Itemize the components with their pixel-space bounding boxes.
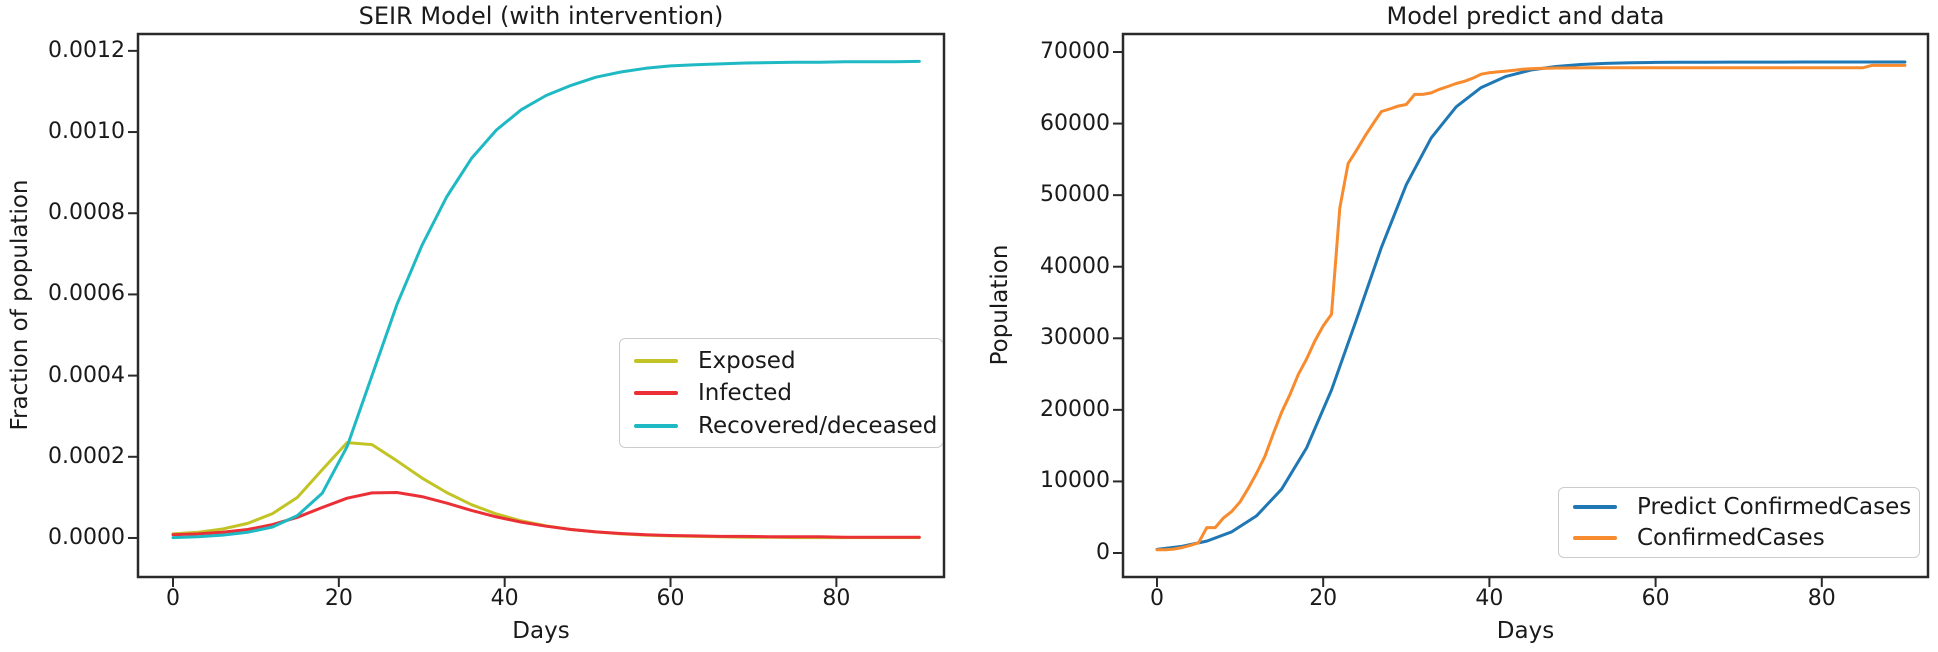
legend-item: Exposed: [620, 346, 942, 376]
y-tick-label: 0.0000: [48, 524, 125, 550]
series-line-confirmedcases: [1155, 63, 1907, 552]
legend-item: ConfirmedCases: [1559, 523, 1919, 553]
legend-label: Exposed: [698, 347, 796, 374]
x-tick-label: 60: [656, 586, 685, 611]
x-tick-label: 20: [1309, 586, 1338, 611]
plot-spines: [1121, 32, 1930, 579]
y-tick-label: 40000: [1040, 253, 1110, 279]
legend-label: Predict ConfirmedCases: [1637, 494, 1912, 521]
y-tick-label: 0: [1096, 540, 1110, 565]
confirmed-line-swatch-icon: [1573, 535, 1617, 540]
y-tick-label: 20000: [1040, 396, 1110, 422]
y-tick-label: 0.0008: [48, 200, 125, 226]
y-tick-label: 50000: [1040, 182, 1110, 208]
y-tick-label: 0.0012: [48, 37, 125, 63]
predict-line-swatch-icon: [1573, 505, 1617, 510]
x-tick-label: 40: [1475, 586, 1504, 611]
y-tick-label: 0.0002: [48, 443, 125, 469]
legend-item: Recovered/deceased: [620, 411, 942, 441]
y-tick-label: 0.0006: [48, 281, 125, 307]
infected-line-swatch-icon: [634, 391, 678, 395]
exposed-line-swatch-icon: [634, 358, 678, 363]
x-tick-label: 20: [324, 586, 353, 611]
series-line-predict-confirmedcases: [1155, 60, 1907, 551]
recovered-line-swatch-icon: [634, 423, 678, 428]
y-tick-label: 30000: [1040, 325, 1110, 351]
plot-area: [128, 32, 946, 587]
legend-item: Predict ConfirmedCases: [1559, 492, 1919, 522]
x-axis-label: Days: [1496, 618, 1555, 644]
plot-svg: [128, 32, 946, 587]
series-line-exposed: [171, 441, 921, 540]
series-line-infected: [171, 491, 921, 539]
plot-spines: [136, 32, 946, 579]
x-tick-label: 80: [1807, 586, 1836, 611]
legend-item: Infected: [620, 378, 942, 408]
x-tick-label: 60: [1641, 586, 1670, 611]
y-tick-label: 0.0010: [48, 119, 125, 145]
legend-label: Recovered/deceased: [698, 412, 938, 439]
y-tick-label: 0.0004: [48, 362, 125, 388]
x-tick-label: 0: [1149, 586, 1164, 611]
legend: Exposed Infected Recovered/deceased: [619, 338, 943, 448]
x-tick-label: 80: [822, 586, 851, 611]
y-tick-label: 70000: [1040, 39, 1110, 65]
x-axis-label: Days: [512, 618, 570, 644]
chart-title: Model predict and data: [1386, 2, 1665, 30]
series-line-recovered-deceased: [171, 59, 921, 540]
x-tick-label: 40: [490, 586, 519, 611]
legend-label: ConfirmedCases: [1637, 524, 1825, 551]
y-tick-label: 10000: [1040, 468, 1110, 494]
y-tick-label: 60000: [1040, 110, 1110, 136]
plot-svg: [1113, 32, 1930, 587]
x-tick-label: 0: [165, 586, 180, 611]
legend-label: Infected: [698, 380, 793, 406]
chart-title: SEIR Model (with intervention): [358, 2, 724, 30]
legend: Predict ConfirmedCases ConfirmedCases: [1558, 487, 1920, 558]
plot-area: [1113, 32, 1930, 587]
